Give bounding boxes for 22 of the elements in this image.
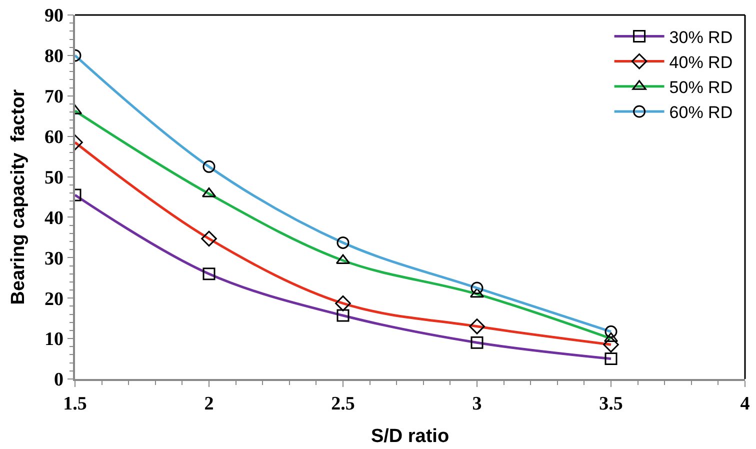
legend-label: 40% RD	[669, 52, 733, 72]
y-axis-title: Bearing capacity factor	[8, 88, 29, 305]
x-tick-label: 3	[472, 394, 482, 415]
y-tick-label: 90	[44, 6, 64, 27]
y-tick-label: 70	[44, 86, 64, 108]
y-tick-label: 20	[44, 288, 64, 310]
x-tick-label: 3.5	[599, 394, 623, 415]
y-tick-label: 80	[44, 46, 64, 68]
y-tick-label: 60	[44, 126, 64, 148]
y-tick-label: 10	[44, 329, 64, 350]
x-axis-title: S/D ratio	[370, 426, 450, 447]
x-tick-label: 2	[204, 394, 214, 415]
x-tick-label: 4	[740, 394, 750, 415]
x-tick-label: 1.5	[63, 394, 87, 415]
legend-label: 60% RD	[669, 103, 733, 122]
y-tick-label: 40	[44, 208, 64, 229]
y-tick-label: 30	[44, 248, 64, 270]
legend-label: 50% RD	[669, 78, 733, 98]
legend-label: 30% RD	[669, 28, 733, 47]
x-tick-label: 2.5	[331, 394, 355, 415]
y-tick-label: 50	[44, 167, 64, 188]
y-tick-label: 0	[54, 370, 64, 391]
